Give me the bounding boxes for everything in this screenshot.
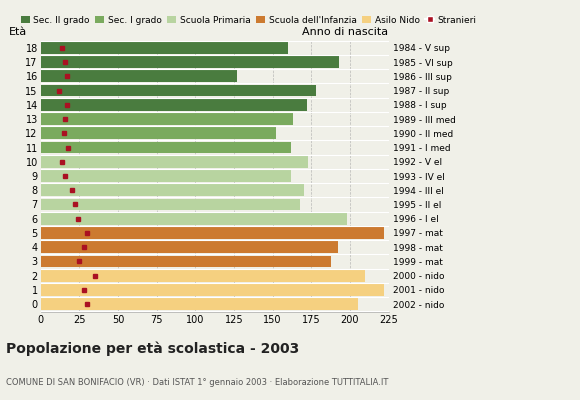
Bar: [41, 42, 288, 54]
Bar: [41, 113, 293, 125]
Text: Anno di nascita: Anno di nascita: [303, 27, 389, 37]
Bar: [41, 142, 291, 153]
Bar: [41, 85, 316, 96]
Bar: [41, 56, 339, 68]
Bar: [41, 156, 308, 168]
Bar: [41, 184, 303, 196]
Legend: Sec. II grado, Sec. I grado, Scuola Primaria, Scuola dell'Infanzia, Asilo Nido, : Sec. II grado, Sec. I grado, Scuola Prim…: [21, 16, 477, 25]
Bar: [41, 227, 384, 239]
Bar: [41, 256, 331, 267]
Bar: [41, 270, 365, 282]
Bar: [41, 213, 347, 224]
Text: COMUNE DI SAN BONIFACIO (VR) · Dati ISTAT 1° gennaio 2003 · Elaborazione TUTTITA: COMUNE DI SAN BONIFACIO (VR) · Dati ISTA…: [6, 378, 388, 387]
Text: Popolazione per età scolastica - 2003: Popolazione per età scolastica - 2003: [6, 342, 299, 356]
Bar: [41, 70, 237, 82]
Bar: [41, 170, 291, 182]
Text: Età: Età: [9, 27, 27, 37]
Bar: [41, 241, 338, 253]
Bar: [41, 128, 276, 139]
Bar: [41, 284, 384, 296]
Bar: [41, 298, 358, 310]
Bar: [41, 99, 307, 111]
Bar: [41, 199, 300, 210]
